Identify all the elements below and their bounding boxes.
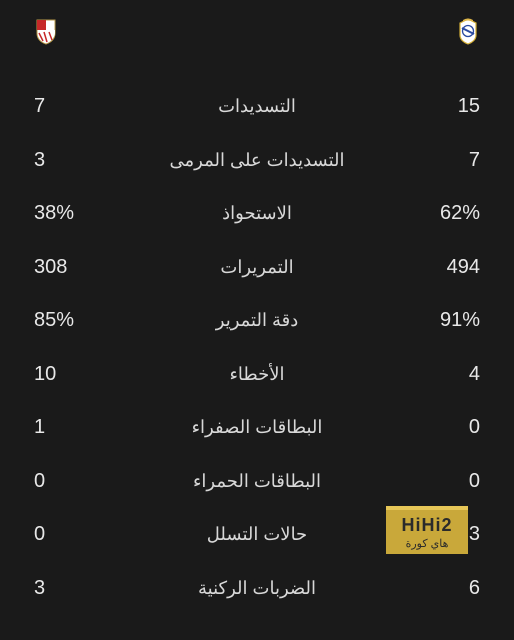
- home-value: 0: [34, 470, 94, 493]
- match-stats-panel: 15التسديدات77التسديدات على المرمى362%الا…: [0, 0, 514, 640]
- away-value: 7: [420, 149, 480, 172]
- home-value: 38%: [34, 202, 94, 225]
- stat-label: حالات التسلل: [94, 524, 420, 545]
- stat-row: 91%دقة التمرير85%: [34, 294, 480, 348]
- away-value: 494: [420, 256, 480, 279]
- stat-row: 4الأخطاء10: [34, 348, 480, 402]
- watermark-main: HiHi2: [402, 515, 453, 536]
- real-madrid-crest-icon: [456, 17, 480, 45]
- home-value: 0: [34, 523, 94, 546]
- away-team-crest: [456, 18, 480, 44]
- sevilla-crest-icon: [34, 17, 58, 45]
- away-value: 6: [420, 577, 480, 600]
- home-value: 3: [34, 577, 94, 600]
- stat-label: البطاقات الصفراء: [94, 417, 420, 438]
- stat-row: 0البطاقات الصفراء1: [34, 401, 480, 455]
- stat-label: الاستحواذ: [94, 203, 420, 224]
- home-value: 85%: [34, 309, 94, 332]
- home-value: 7: [34, 95, 94, 118]
- watermark-sub: هاي كورة: [406, 537, 449, 550]
- away-value: 0: [420, 470, 480, 493]
- stat-label: الضربات الركنية: [94, 578, 420, 599]
- home-value: 1: [34, 416, 94, 439]
- stat-row: 62%الاستحواذ38%: [34, 187, 480, 241]
- team-crests-row: [34, 10, 480, 52]
- home-value: 3: [34, 149, 94, 172]
- stat-label: دقة التمرير: [94, 310, 420, 331]
- away-value: 62%: [420, 202, 480, 225]
- stat-label: الأخطاء: [94, 364, 420, 385]
- stat-label: البطاقات الحمراء: [94, 471, 420, 492]
- stat-label: التسديدات على المرمى: [94, 150, 420, 171]
- stat-label: التسديدات: [94, 96, 420, 117]
- stat-row: 0البطاقات الحمراء0: [34, 455, 480, 509]
- away-value: 91%: [420, 309, 480, 332]
- home-value: 10: [34, 363, 94, 386]
- stat-label: التمريرات: [94, 257, 420, 278]
- home-team-crest: [34, 18, 58, 44]
- away-value: 0: [420, 416, 480, 439]
- stat-row: 15التسديدات7: [34, 80, 480, 134]
- stat-row: 494التمريرات308: [34, 241, 480, 295]
- away-value: 15: [420, 95, 480, 118]
- stat-row: 7التسديدات على المرمى3: [34, 134, 480, 188]
- stat-row: 6الضربات الركنية3: [34, 562, 480, 616]
- away-value: 4: [420, 363, 480, 386]
- home-value: 308: [34, 256, 94, 279]
- watermark-badge: HiHi2 هاي كورة: [386, 506, 468, 554]
